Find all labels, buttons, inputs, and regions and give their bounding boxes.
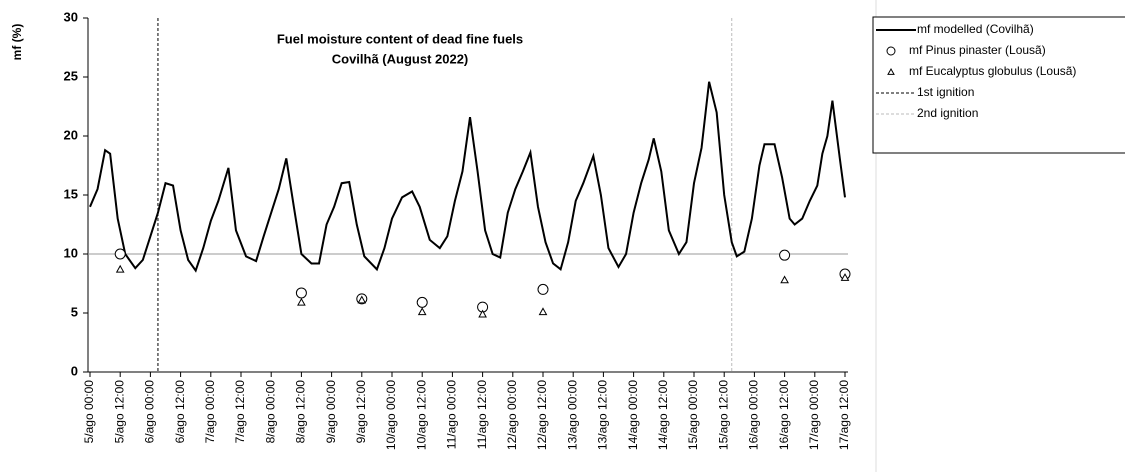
legend-swatch — [886, 46, 896, 56]
y-tick-label: 30 — [64, 9, 78, 24]
x-tick-label: 14/ago 00:00 — [626, 380, 640, 450]
x-tick-label: 8/ago 00:00 — [263, 380, 277, 444]
chart-subtitle: Covilhã (August 2022) — [332, 51, 469, 66]
legend-label: 2nd ignition — [917, 106, 978, 120]
x-tick-label: 12/ago 12:00 — [535, 380, 549, 450]
x-tick-label: 5/ago 12:00 — [112, 380, 126, 444]
x-tick-label: 13/ago 00:00 — [565, 380, 579, 450]
pinus-point — [295, 287, 307, 299]
eucalyptus-point — [478, 309, 487, 318]
x-tick-label: 17/ago 00:00 — [807, 380, 821, 450]
legend-box — [872, 16, 1125, 154]
y-tick-label: 15 — [64, 186, 78, 201]
legend-swatch — [887, 67, 895, 75]
y-tick-label: 5 — [71, 304, 78, 319]
y-tick-label: 20 — [64, 127, 78, 142]
legend-label: mf Pinus pinaster (Lousã) — [909, 43, 1046, 57]
legend-label: mf Eucalyptus globulus (Lousã) — [909, 64, 1076, 78]
legend-label: mf modelled (Covilhã) — [917, 22, 1034, 36]
x-tick-label: 6/ago 00:00 — [143, 380, 157, 444]
x-tick-label: 6/ago 12:00 — [173, 380, 187, 444]
x-tick-label: 16/ago 00:00 — [747, 380, 761, 450]
pinus-point — [537, 283, 549, 295]
x-tick-label: 13/ago 12:00 — [596, 380, 610, 450]
eucalyptus-point — [840, 273, 850, 281]
pinus-point — [416, 296, 428, 308]
eucalyptus-point — [115, 264, 125, 273]
x-tick-label: 5/ago 00:00 — [82, 380, 96, 444]
x-tick-label: 14/ago 12:00 — [656, 380, 670, 450]
x-tick-label: 7/ago 00:00 — [203, 380, 217, 444]
eucalyptus-point — [357, 295, 367, 304]
x-tick-label: 9/ago 00:00 — [324, 380, 338, 444]
modelled-line — [89, 81, 846, 273]
chart-title: Fuel moisture content of dead fine fuels — [277, 31, 523, 46]
pinus-point — [779, 249, 791, 261]
x-tick-label: 8/ago 12:00 — [294, 380, 308, 444]
eucalyptus-point — [417, 307, 427, 316]
y-tick-label: 10 — [64, 245, 78, 260]
x-tick-label: 15/ago 00:00 — [686, 380, 700, 450]
pinus-point — [114, 248, 126, 260]
x-tick-label: 10/ago 12:00 — [414, 380, 428, 450]
x-tick-label: 10/ago 00:00 — [384, 380, 398, 450]
x-tick-label: 17/ago 12:00 — [837, 380, 851, 450]
x-tick-label: 9/ago 12:00 — [354, 380, 368, 444]
x-tick-label: 11/ago 00:00 — [445, 380, 459, 450]
y-tick-label: 0 — [71, 363, 78, 378]
eucalyptus-point — [780, 275, 789, 284]
x-tick-label: 7/ago 12:00 — [233, 380, 247, 444]
x-tick-label: 15/ago 12:00 — [716, 380, 730, 450]
legend-label: 1st ignition — [917, 85, 974, 99]
eucalyptus-point — [297, 297, 306, 306]
x-tick-label: 11/ago 12:00 — [475, 380, 489, 450]
x-tick-label: 12/ago 00:00 — [505, 380, 519, 450]
y-tick-label: 25 — [64, 68, 78, 83]
y-axis-label: mf (%) — [10, 24, 24, 61]
x-tick-label: 16/ago 12:00 — [777, 380, 791, 450]
eucalyptus-point — [538, 307, 548, 316]
